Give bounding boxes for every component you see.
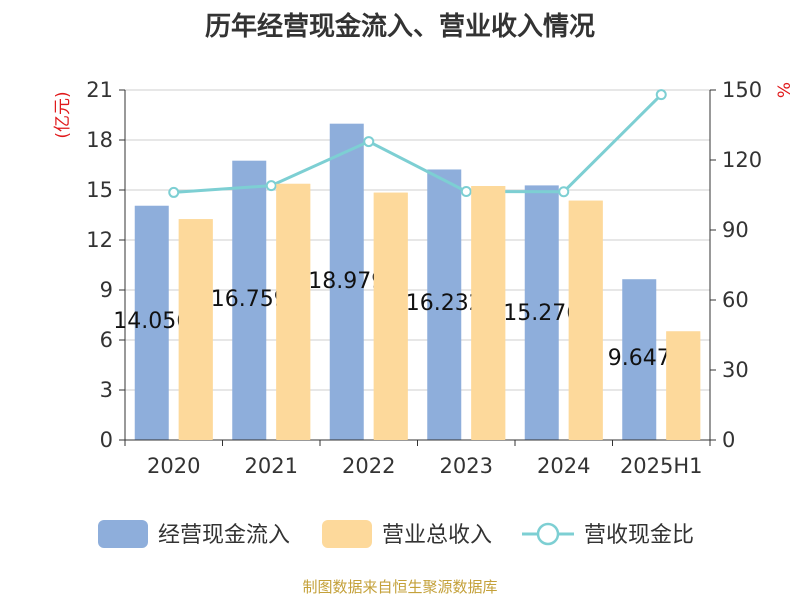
y-left-unit-label: (亿元): [53, 91, 73, 138]
y-right-tick-label: 150: [722, 78, 762, 102]
legend-marker-cash-ratio: [536, 522, 560, 546]
bar-revenue-overlay: [471, 186, 506, 440]
legend-label-cash-inflow: 经营现金流入: [158, 523, 290, 548]
y-right-tick-label: 0: [722, 428, 735, 452]
bar-cash-inflow: [427, 169, 462, 440]
bar-cash-inflow: [329, 123, 364, 440]
bar-cash-inflow: [622, 279, 657, 440]
y-left-tick-label: 18: [86, 128, 113, 152]
x-tick-label: 2024: [537, 454, 590, 478]
y-right-tick-label: 30: [722, 358, 749, 382]
data-label-cash-inflow: 9.647: [608, 346, 671, 371]
x-tick-label: 2020: [147, 454, 200, 478]
y-left-tick-label: 12: [86, 228, 113, 252]
chart-title: 历年经营现金流入、营业收入情况: [204, 12, 595, 42]
y-right-tick-label: 120: [722, 148, 762, 172]
line-cash-ratio: [173, 93, 663, 194]
y-left-tick-label: 9: [100, 278, 113, 302]
point-cash-ratio: [460, 186, 472, 197]
data-label-cash-inflow: 15.276: [503, 301, 580, 326]
bar-revenue-overlay: [568, 200, 603, 440]
y-left-tick-label: 6: [100, 328, 113, 352]
x-tick-label: 2022: [342, 454, 395, 478]
point-cash-ratio: [363, 136, 375, 148]
point-cash-ratio: [265, 180, 277, 192]
legend-swatch-cash-inflow: [98, 520, 148, 548]
y-left-tick-label: 3: [100, 378, 113, 402]
legend-swatch-revenue: [322, 520, 372, 548]
y-left-tick-label: 21: [86, 78, 113, 102]
data-source-note: 制图数据来自恒生聚源数据库: [302, 578, 498, 596]
data-label-cash-inflow: 16.759: [211, 287, 288, 312]
x-tick-label: 2025H1: [620, 454, 703, 478]
x-tick-label: 2023: [440, 454, 493, 478]
data-label-cash-inflow: 14.056: [113, 309, 190, 334]
bar-revenue-overlay: [666, 331, 701, 440]
point-cash-ratio: [168, 186, 180, 198]
bar-cash-inflow: [524, 185, 559, 440]
y-right-unit-label: %: [775, 82, 795, 98]
x-tick-label: 2021: [245, 454, 298, 478]
y-right-tick-label: 60: [722, 288, 749, 312]
data-label-cash-inflow: 18.979: [308, 269, 385, 294]
bar-revenue-overlay: [373, 192, 408, 440]
point-cash-ratio: [558, 186, 570, 198]
legend-label-revenue: 营业总收入: [382, 523, 492, 548]
bar-cash-inflow: [134, 205, 169, 440]
y-left-tick-label: 0: [100, 428, 113, 452]
bar-revenue-overlay: [276, 183, 311, 441]
bar-revenue-overlay: [178, 219, 213, 440]
bar-cash-inflow: [232, 160, 267, 440]
y-right-tick-label: 90: [722, 218, 749, 242]
point-cash-ratio: [655, 89, 667, 101]
legend-label-cash-ratio: 营收现金比: [584, 523, 694, 548]
y-left-tick-label: 15: [86, 178, 113, 202]
data-label-cash-inflow: 16.232: [406, 291, 483, 316]
